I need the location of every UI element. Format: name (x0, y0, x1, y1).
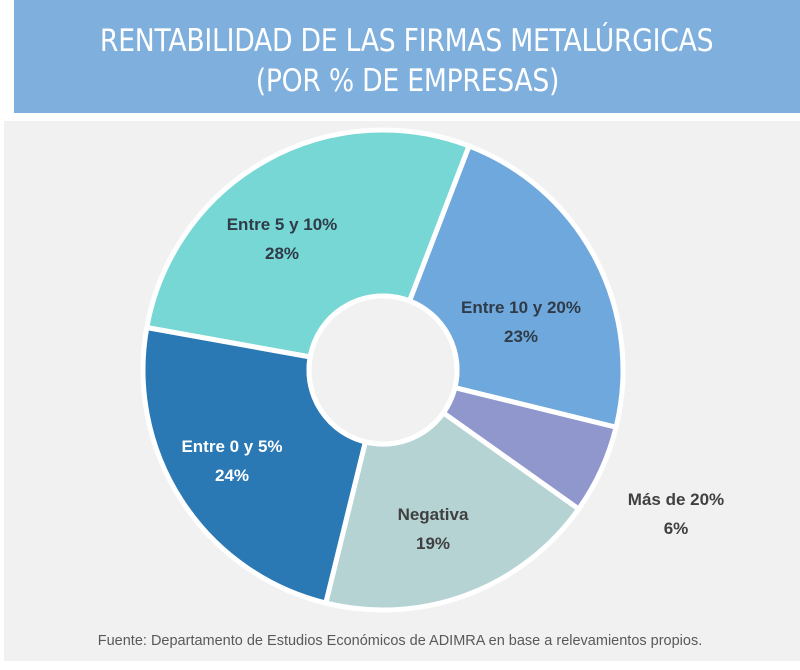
slice-value-label: 6% (664, 519, 689, 538)
donut-slices (140, 127, 626, 613)
slice-value-label: 23% (504, 327, 538, 346)
slice-category-label: Negativa (398, 505, 469, 524)
donut-hole (306, 293, 460, 447)
slice-category-label: Entre 10 y 20% (461, 298, 581, 317)
slice-value-label: 28% (265, 244, 299, 263)
donut-labels: Entre 10 y 20% 23% Más de 20% 6% Negativa 19%… (181, 215, 724, 553)
chart-title-banner: RENTABILIDAD DE LAS FIRMAS METALÚRGICAS … (14, 0, 800, 113)
chart-title-line-2: (POR % DE EMPRESAS) (255, 62, 559, 99)
source-note: Fuente: Departamento de Estudios Económi… (97, 633, 703, 649)
slice-value-label: 19% (416, 534, 450, 553)
slice-value-label: 24% (215, 466, 249, 485)
slice-category-label: Entre 5 y 10% (227, 215, 338, 234)
slice-category-label: Entre 0 y 5% (181, 437, 282, 456)
slice-category-label: Más de 20% (628, 490, 724, 509)
chart-title-line-1: RENTABILIDAD DE LAS FIRMAS METALÚRGICAS (100, 22, 714, 59)
